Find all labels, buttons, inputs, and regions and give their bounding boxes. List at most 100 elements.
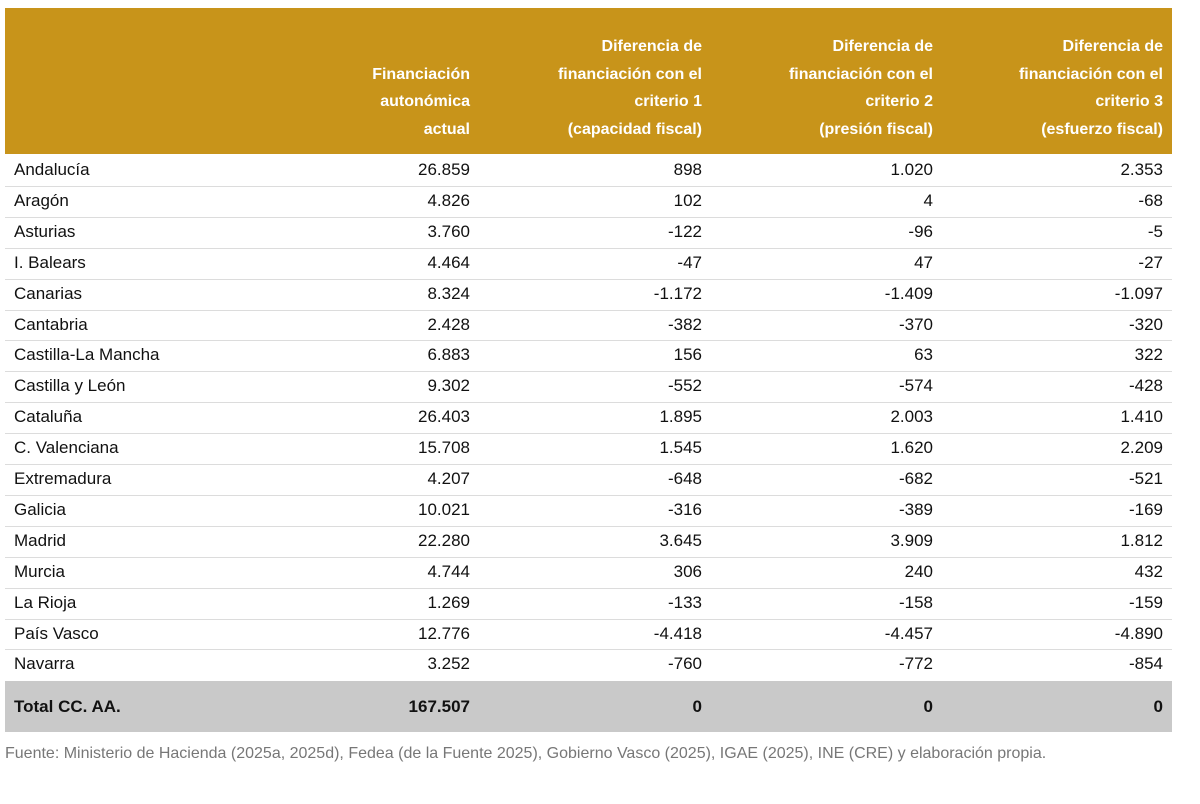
- cell-value: 9.302: [427, 376, 470, 396]
- cell-value: -648: [667, 469, 702, 488]
- cell-value: 4.744: [427, 561, 470, 581]
- cell-value: 1.895: [659, 407, 702, 427]
- cell-value: -68: [1138, 190, 1163, 210]
- row-separator: [5, 433, 1172, 435]
- cell-value: -521: [1128, 469, 1163, 488]
- row-separator: [5, 618, 1172, 620]
- row-separator: [5, 525, 1172, 527]
- cell-value: 3.252: [427, 654, 470, 674]
- row-label: C. Valenciana: [14, 438, 119, 458]
- header-text: criterio 1: [634, 93, 702, 110]
- row-separator: [5, 216, 1172, 218]
- row-separator: [5, 587, 1172, 589]
- cell-value: 15.708: [418, 438, 470, 458]
- cell-value: 4.826: [427, 190, 470, 210]
- cell-value: -133: [667, 592, 702, 612]
- row-separator: [5, 185, 1172, 187]
- cell-value: 156: [673, 345, 702, 365]
- cell-value: 1.269: [427, 592, 470, 612]
- cell-value: 1.812: [1120, 530, 1163, 550]
- cell-value: 898: [673, 160, 702, 179]
- total-value: 0: [692, 697, 702, 716]
- row-label: Aragón: [14, 190, 69, 210]
- cell-value: 3.760: [427, 221, 470, 241]
- header-text: (presión fiscal): [819, 120, 933, 138]
- cell-value: 2.428: [427, 314, 470, 334]
- cell-value: 1.620: [890, 438, 933, 458]
- cell-value: 4.207: [427, 469, 470, 488]
- header-text: Diferencia de: [1062, 38, 1163, 55]
- cell-value: 1.545: [659, 438, 702, 458]
- row-label: Cataluña: [14, 407, 83, 427]
- cell-value: -316: [667, 499, 702, 519]
- header-text: Diferencia de: [832, 38, 933, 55]
- total-value: 167.507: [408, 697, 470, 716]
- header-text: financiación con el: [788, 65, 933, 83]
- row-separator: [5, 464, 1172, 465]
- cell-value: -1.172: [653, 283, 702, 303]
- cell-value: -158: [898, 592, 933, 612]
- cell-value: 2.353: [1120, 160, 1163, 179]
- cell-value: -772: [898, 654, 933, 674]
- cell-value: 2.003: [890, 407, 933, 427]
- row-label: País Vasco: [14, 623, 99, 643]
- cell-value: -428: [1128, 376, 1163, 396]
- row-separator: [5, 371, 1172, 373]
- cell-value: 2.209: [1120, 438, 1163, 458]
- header-text: Diferencia de: [601, 38, 702, 55]
- cell-value: 10.021: [418, 499, 470, 519]
- cell-value: -4.418: [653, 623, 702, 643]
- row-separator: [5, 247, 1172, 249]
- cell-value: -27: [1138, 252, 1163, 272]
- table-header: [5, 8, 1172, 154]
- cell-value: 47: [914, 252, 933, 272]
- row-label: Extremadura: [14, 469, 112, 488]
- header-text: financiación con el: [1018, 65, 1163, 83]
- cell-value: 12.776: [418, 623, 470, 643]
- cell-value: -682: [898, 469, 933, 488]
- cell-value: -4.890: [1114, 623, 1163, 643]
- row-label: Asturias: [14, 221, 76, 241]
- row-label: Castilla y León: [14, 376, 126, 396]
- cell-value: 240: [904, 561, 933, 581]
- cell-value: -760: [667, 654, 702, 674]
- cell-value: -854: [1128, 654, 1163, 674]
- cell-value: 432: [1134, 561, 1163, 581]
- cell-value: -96: [908, 221, 933, 241]
- cell-value: 306: [673, 561, 702, 581]
- total-value: 0: [1153, 697, 1163, 716]
- cell-value: -122: [667, 221, 702, 241]
- cell-value: 26.403: [418, 407, 470, 427]
- header-text: criterio 3: [1095, 93, 1163, 110]
- row-label: Canarias: [14, 283, 83, 303]
- cell-value: 4.464: [427, 252, 470, 272]
- row-label: Navarra: [14, 654, 75, 674]
- header-text: (capacidad fiscal): [567, 120, 702, 138]
- row-separator: [5, 494, 1172, 496]
- row-separator: [5, 649, 1172, 651]
- cell-value: 3.645: [659, 530, 702, 550]
- row-label: Cantabria: [14, 314, 88, 334]
- total-row: [5, 681, 1172, 732]
- cell-value: -1.409: [884, 283, 933, 303]
- row-label: Castilla-La Mancha: [14, 345, 160, 365]
- cell-value: 8.324: [427, 283, 470, 303]
- cell-value: -320: [1128, 314, 1163, 334]
- cell-value: 26.859: [418, 160, 470, 179]
- cell-value: -5: [1147, 221, 1163, 241]
- cell-value: 322: [1134, 345, 1163, 365]
- cell-value: 22.280: [418, 530, 470, 550]
- cell-value: -382: [667, 314, 702, 334]
- cell-value: -370: [898, 314, 933, 334]
- cell-value: 63: [914, 345, 933, 365]
- cell-value: -47: [677, 252, 702, 272]
- cell-value: -159: [1128, 592, 1163, 612]
- cell-value: 4: [923, 190, 933, 210]
- row-label: I. Balears: [14, 252, 86, 272]
- header-text: autonómica: [380, 93, 470, 110]
- header-text: (esfuerzo fiscal): [1041, 120, 1163, 138]
- cell-value: 102: [673, 190, 702, 210]
- source-note: Fuente: Ministerio de Hacienda (2025a, 2…: [5, 745, 1047, 762]
- cell-value: 1.410: [1120, 407, 1163, 427]
